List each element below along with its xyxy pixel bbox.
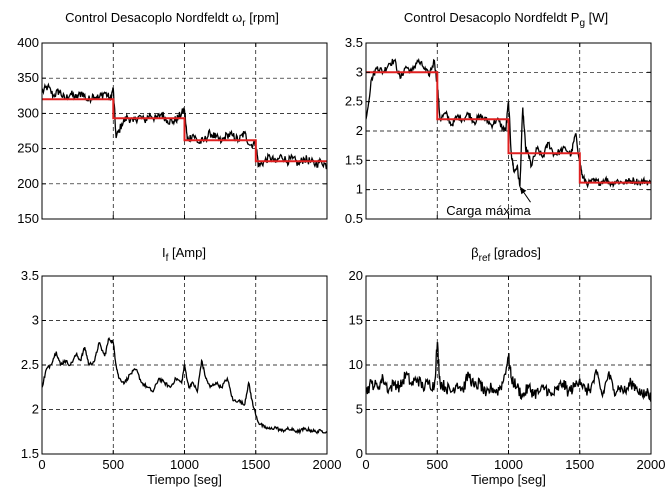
x-tick-label: 1500 bbox=[241, 457, 270, 472]
y-tick-label: 200 bbox=[17, 176, 39, 191]
y-tick-label: 3 bbox=[356, 64, 363, 79]
y-tick-label: 3.5 bbox=[345, 35, 363, 50]
x-axis-label: Tiempo [seg] bbox=[471, 472, 546, 487]
y-tick-label: 20 bbox=[349, 268, 363, 283]
panel-pitch-reference: βref [grados] 0 5 10 15 20 0 500 1000 1500 2000 Ti… bbox=[349, 245, 666, 487]
plot-area-1: 150 200 250 300 350 400 bbox=[17, 35, 328, 226]
x-tick-label: 2000 bbox=[637, 457, 666, 472]
panel-generated-power: Control Desacoplo Nordfeldt Pg [W] 0.5 1 1… bbox=[345, 10, 652, 226]
y-tick-label: 1.5 bbox=[345, 152, 363, 167]
y-tick-label: 3 bbox=[32, 313, 39, 328]
y-tick-label: 15 bbox=[349, 313, 363, 328]
x-tick-label: 0 bbox=[362, 457, 369, 472]
y-tick-label: 3.5 bbox=[21, 268, 39, 283]
y-tick-label: 400 bbox=[17, 35, 39, 50]
x-axis-label: Tiempo [seg] bbox=[147, 472, 222, 487]
x-tick-label: 2000 bbox=[313, 457, 342, 472]
annotation-text: Carga máxima bbox=[446, 203, 531, 218]
y-tick-label: 150 bbox=[17, 211, 39, 226]
reference-step-line bbox=[366, 71, 651, 184]
y-tick-label: 2 bbox=[356, 123, 363, 138]
y-tick-label: 0 bbox=[356, 446, 363, 461]
panel-2-title: Control Desacoplo Nordfeldt Pg [W] bbox=[404, 10, 608, 29]
x-tick-label: 500 bbox=[102, 457, 124, 472]
x-tick-label: 1000 bbox=[494, 457, 523, 472]
panel-1-title: Control Desacoplo Nordfeldt ωr [rpm] bbox=[65, 10, 279, 29]
y-tick-label: 2.5 bbox=[21, 357, 39, 372]
x-tick-label: 0 bbox=[38, 457, 45, 472]
plot-area-4: 0 5 10 15 20 0 500 1000 1500 2000 Tiempo [seg] bbox=[349, 268, 666, 487]
measured-signal-line bbox=[42, 337, 327, 435]
panel-field-current: If [Amp] 1.5 2 2.5 3 3.5 0 500 1000 1500 2000 Tiem… bbox=[21, 245, 342, 487]
y-tick-label: 2.5 bbox=[345, 94, 363, 109]
y-tick-label: 1 bbox=[356, 182, 363, 197]
measured-signal-line bbox=[366, 57, 651, 189]
y-tick-label: 10 bbox=[349, 357, 363, 372]
x-tick-label: 500 bbox=[426, 457, 448, 472]
x-tick-label: 1500 bbox=[565, 457, 594, 472]
y-tick-label: 0.5 bbox=[345, 211, 363, 226]
y-tick-label: 300 bbox=[17, 105, 39, 120]
panel-rotor-speed: Control Desacoplo Nordfeldt ωr [rpm] 150… bbox=[17, 10, 328, 226]
x-tick-label: 1000 bbox=[170, 457, 199, 472]
annotation-arrowhead bbox=[519, 186, 527, 195]
y-tick-label: 250 bbox=[17, 141, 39, 156]
reference-step-line bbox=[42, 98, 327, 163]
y-tick-label: 1.5 bbox=[21, 446, 39, 461]
plot-area-3: 1.5 2 2.5 3 3.5 0 500 1000 1500 2000 Tiempo [seg] bbox=[21, 268, 342, 487]
panel-4-title: βref [grados] bbox=[471, 245, 541, 264]
measured-signal-line bbox=[366, 342, 651, 402]
panel-3-title: If [Amp] bbox=[162, 245, 206, 264]
y-tick-label: 2 bbox=[32, 402, 39, 417]
plot-area-2: 0.5 1 1.5 2 2.5 3 3.5 Carga máxima bbox=[345, 35, 652, 226]
y-tick-label: 5 bbox=[356, 402, 363, 417]
y-tick-label: 350 bbox=[17, 70, 39, 85]
